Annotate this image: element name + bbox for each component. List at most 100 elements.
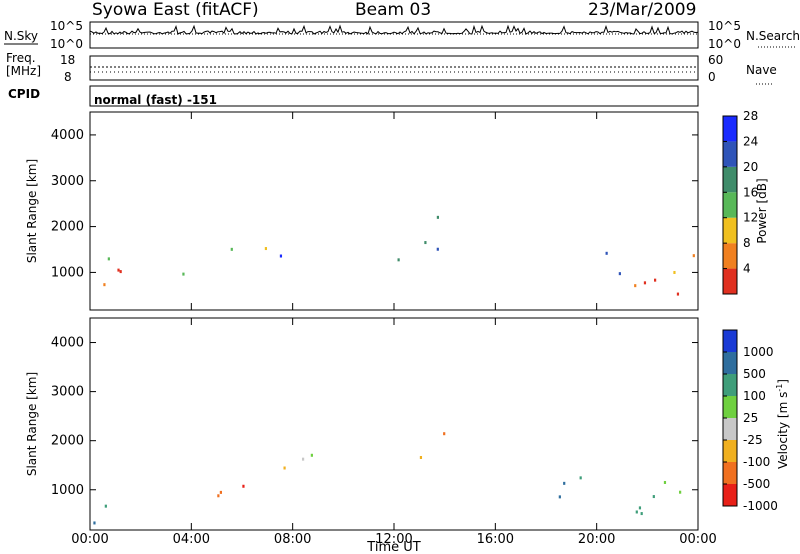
nsky-label: N.Sky — [4, 29, 38, 43]
time-axis-label: Time UT — [366, 540, 420, 554]
echo-cell — [419, 455, 423, 459]
freq-unit-label: [MHz] — [6, 64, 41, 78]
nsearch-label: N.Search — [746, 29, 800, 43]
colorbar-segment — [723, 330, 737, 352]
freq-tick-bottom: 8 — [64, 70, 72, 84]
colorbar-tick-label: 500 — [743, 367, 766, 381]
colorbar-tick-label: 25 — [743, 411, 758, 425]
y-tick-label: 2000 — [51, 220, 84, 235]
echo-cell — [310, 453, 313, 457]
nsky-tick-bottom: 10^0 — [50, 37, 83, 51]
colorbar-segment — [723, 484, 737, 506]
x-tick-label: 04:00 — [173, 532, 210, 547]
nsky-line — [89, 24, 699, 35]
colorbar-segment — [723, 396, 737, 418]
velocity-unit-bracket: ] — [776, 379, 790, 384]
colorbar-tick-label: 28 — [743, 109, 758, 123]
echo-cell — [424, 241, 427, 245]
velocity-unit-exponent: -1 — [775, 384, 784, 392]
colorbar-tick-label: -1000 — [743, 499, 778, 513]
echo-cell — [558, 495, 561, 499]
echo-cell — [217, 494, 220, 498]
y-tick-label: 1000 — [51, 265, 84, 280]
x-tick-label: 12:00 — [375, 532, 412, 547]
freq-label: Freq. — [6, 51, 36, 65]
colorbar-tick-label: -100 — [743, 455, 770, 469]
echo-cell — [563, 481, 566, 485]
power-ylabel: Slant Range [km] — [25, 159, 39, 263]
freq-panel: Freq. [MHz] 18 8 60 0 Nave — [6, 51, 777, 85]
echo-cell — [264, 247, 268, 251]
date-title: 23/Mar/2009 — [588, 0, 697, 20]
y-tick-label: 2000 — [51, 434, 84, 449]
power-x-ticks — [89, 112, 699, 310]
echo-cell — [673, 270, 676, 274]
colorbar-segment — [723, 418, 737, 440]
nsky-trace — [89, 24, 699, 35]
cpid-value: normal (fast) -151 — [94, 93, 217, 107]
y-tick-label: 3000 — [51, 385, 84, 400]
echo-cell — [663, 480, 667, 484]
nave-tick-bottom: 0 — [708, 70, 716, 84]
colorbar-segment — [723, 217, 737, 244]
colorbar-tick-label: 16 — [743, 185, 758, 199]
nsky-tick-top: 10^5 — [50, 19, 83, 33]
echo-cell — [635, 510, 638, 514]
echo-cell — [117, 268, 120, 272]
y-tick-label: 4000 — [51, 336, 84, 351]
y-tick-label: 3000 — [51, 174, 84, 189]
cpid-panel: CPID normal (fast) -151 — [8, 85, 699, 107]
cpid-label: CPID — [8, 87, 40, 101]
station-title: Syowa East (fitACF) — [92, 0, 259, 20]
colorbar-segment — [723, 243, 737, 269]
velocity-echoes — [93, 432, 682, 525]
echo-cell — [242, 484, 245, 488]
echo-cell — [443, 432, 446, 436]
velocity-panel: 1000 2000 3000 4000 00:00 04:00 08:00 12:00 16:… — [25, 317, 717, 554]
echo-cell — [279, 254, 283, 258]
echo-cell — [436, 215, 440, 219]
echo-cell — [638, 506, 642, 510]
colorbar-segment — [723, 166, 737, 193]
power-colorbar-label: Power [dB] — [755, 178, 769, 243]
echo-cell — [283, 466, 286, 470]
nsearch-tick-top: 10^5 — [708, 19, 741, 33]
echo-cell — [230, 247, 233, 251]
colorbar-tick-label: -500 — [743, 477, 770, 491]
colorbar-tick-label: 1000 — [743, 345, 774, 359]
power-panel: 1000 2000 3000 4000 Slant Range [km] — [25, 111, 699, 311]
nave-tick-top: 60 — [708, 53, 723, 67]
echo-cell — [654, 278, 657, 282]
x-tick-label: 16:00 — [477, 532, 514, 547]
echo-cell — [103, 283, 106, 287]
freq-tick-top: 18 — [60, 53, 75, 67]
echo-cell — [618, 272, 621, 276]
colorbar-segment — [723, 440, 737, 462]
echo-cell — [436, 247, 439, 251]
echo-cell — [182, 272, 185, 276]
colorbar-segment — [723, 116, 737, 142]
nsearch-tick-bottom: 10^0 — [708, 37, 741, 51]
colorbar-frame — [722, 115, 738, 295]
echo-cell — [634, 284, 637, 288]
colorbar-segment — [723, 374, 737, 396]
colorbar-segment — [723, 141, 737, 167]
echo-cell — [643, 281, 647, 285]
echo-cell — [301, 457, 305, 461]
echo-cell — [679, 490, 682, 494]
power-echoes — [103, 215, 695, 296]
colorbar-segment — [723, 352, 737, 374]
colorbar-tick-label: 8 — [743, 236, 751, 250]
echo-cell — [579, 476, 582, 480]
x-tick-label: 08:00 — [274, 532, 311, 547]
colorbar-tick-label: 20 — [743, 160, 758, 174]
y-tick-label: 1000 — [51, 483, 84, 498]
x-tick-label: 00:00 — [679, 532, 716, 547]
echo-cell — [676, 292, 680, 296]
echo-cell — [104, 504, 107, 508]
velocity-unit-text: Velocity [m s — [776, 392, 790, 469]
echo-cell — [692, 254, 695, 258]
nave-label: Nave — [746, 63, 777, 77]
colorbar-tick-label: 24 — [743, 134, 758, 148]
